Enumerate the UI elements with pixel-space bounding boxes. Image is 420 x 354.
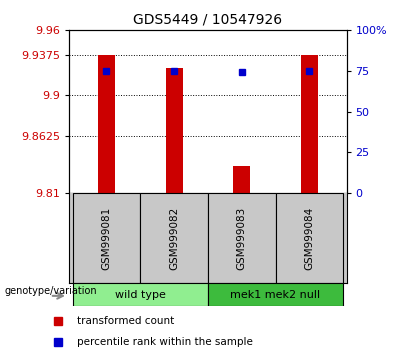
Bar bbox=[233, 166, 250, 193]
Text: GSM999084: GSM999084 bbox=[304, 206, 314, 270]
Bar bbox=[208, 283, 343, 306]
Bar bbox=[276, 193, 343, 283]
Text: mek1 mek2 null: mek1 mek2 null bbox=[231, 290, 320, 300]
Text: GSM999082: GSM999082 bbox=[169, 206, 179, 270]
Text: GSM999081: GSM999081 bbox=[102, 206, 111, 270]
Text: wild type: wild type bbox=[115, 290, 166, 300]
Bar bbox=[140, 193, 208, 283]
Bar bbox=[208, 193, 276, 283]
Bar bbox=[98, 55, 115, 193]
Text: genotype/variation: genotype/variation bbox=[4, 286, 97, 296]
Text: GSM999083: GSM999083 bbox=[237, 206, 247, 270]
Bar bbox=[301, 55, 318, 193]
Bar bbox=[165, 68, 183, 193]
Title: GDS5449 / 10547926: GDS5449 / 10547926 bbox=[133, 12, 283, 26]
Text: percentile rank within the sample: percentile rank within the sample bbox=[77, 337, 252, 348]
Bar bbox=[73, 193, 140, 283]
Text: transformed count: transformed count bbox=[77, 316, 174, 326]
Bar bbox=[73, 283, 208, 306]
